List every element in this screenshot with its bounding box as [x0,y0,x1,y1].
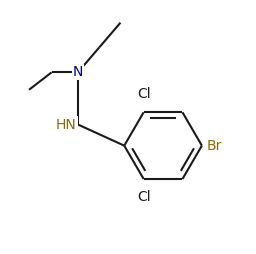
Text: Cl: Cl [137,87,151,101]
Text: Cl: Cl [137,190,151,204]
Text: HN: HN [56,118,77,132]
Text: Br: Br [206,139,222,153]
Text: N: N [73,65,83,79]
